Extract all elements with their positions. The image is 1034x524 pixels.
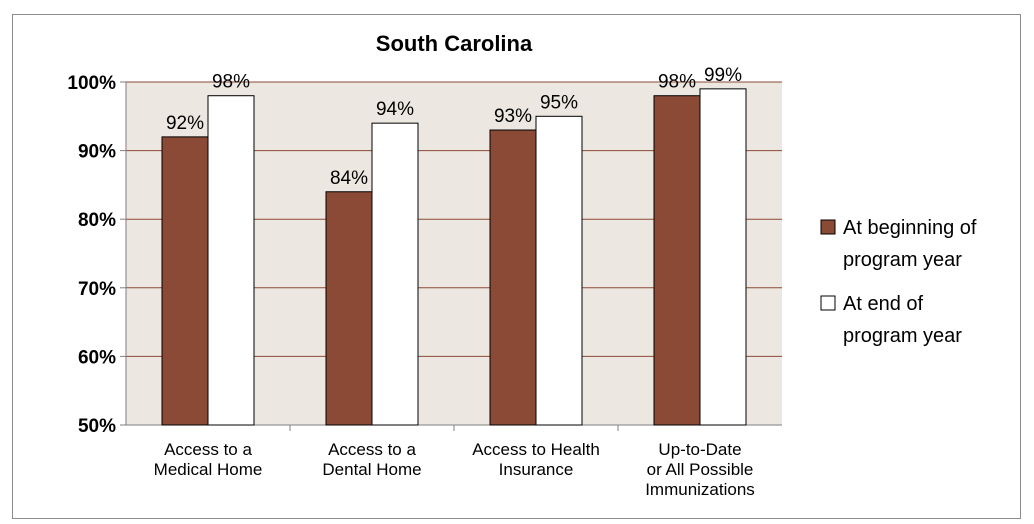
bar-end (371, 122, 419, 426)
data-label: 95% (540, 92, 578, 113)
bar-beginning (653, 95, 701, 426)
bar-beginning (325, 191, 373, 426)
x-tick-label: Up-to-Date (658, 440, 741, 459)
x-tick-label: Access to a (164, 440, 252, 459)
bar-end (699, 88, 747, 426)
data-label: 98% (658, 72, 696, 93)
y-tick-label: 70% (78, 279, 116, 300)
x-tick-label: Insurance (499, 460, 574, 479)
data-label: 94% (376, 99, 414, 120)
bar-end (207, 95, 255, 426)
y-tick-label: 90% (78, 142, 116, 163)
legend-label: At end of (843, 293, 924, 315)
y-tick-label: 100% (67, 73, 116, 94)
chart-title: South Carolina (376, 31, 533, 56)
bar-beginning (161, 136, 209, 426)
x-tick-label: Access to Health (472, 440, 600, 459)
x-tick-label: Immunizations (645, 480, 755, 499)
legend-swatch-end (820, 295, 836, 311)
x-tick-label: or All Possible (647, 460, 754, 479)
bar-chart: 50%60%70%80%90%100%92%98%Access to aMedi… (67, 31, 977, 499)
bar-end (535, 115, 583, 426)
legend-swatch-beginning (820, 219, 836, 235)
x-tick-label: Access to a (328, 440, 416, 459)
y-tick-label: 60% (78, 347, 116, 368)
bar-beginning (489, 129, 537, 426)
data-label: 93% (494, 106, 532, 127)
x-tick-label: Medical Home (154, 460, 263, 479)
data-label: 92% (166, 113, 204, 134)
y-tick-label: 80% (78, 210, 116, 231)
data-label: 84% (330, 168, 368, 189)
chart-frame: 50% 60% 70% 80% 90% 100% 92% 98% Access to a Medi… (12, 14, 1021, 519)
data-label: 99% (704, 65, 742, 86)
y-tick-label: 50% (78, 416, 116, 437)
legend-label: At beginning of (843, 217, 977, 239)
x-tick-label: Dental Home (322, 460, 421, 479)
legend-label: program year (843, 249, 962, 271)
data-label: 98% (212, 72, 250, 93)
legend-label: program year (843, 325, 962, 347)
